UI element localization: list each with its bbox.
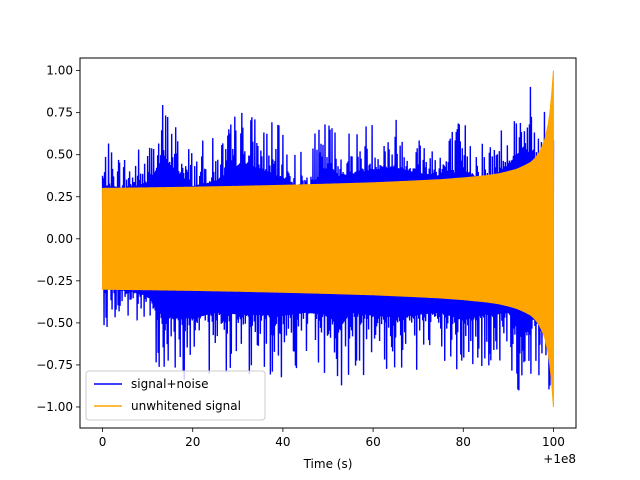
y-tick-label: −1.00: [36, 400, 73, 414]
series-layer: [101, 70, 555, 408]
x-tick-label: 40: [275, 435, 290, 449]
y-tick-label: 0.75: [46, 106, 73, 120]
legend-label-signal-noise: signal+noise: [131, 377, 208, 391]
x-axis: 0 20 40 60 80 100: [99, 428, 565, 449]
y-tick-label: 0.25: [46, 190, 73, 204]
y-tick-label: 0.50: [46, 148, 73, 162]
y-tick-label: −0.50: [36, 316, 73, 330]
x-tick-label: 100: [542, 435, 565, 449]
x-tick-label: 20: [185, 435, 200, 449]
y-tick-label: 1.00: [46, 64, 73, 78]
x-tick-label: 80: [456, 435, 471, 449]
legend: signal+noise unwhitened signal: [85, 370, 266, 421]
y-tick-label: −0.25: [36, 274, 73, 288]
y-tick-label: 0.00: [46, 232, 73, 246]
y-tick-label: −0.75: [36, 358, 73, 372]
x-tick-label: 0: [99, 435, 107, 449]
x-axis-offset-label: +1e8: [543, 452, 576, 466]
legend-frame: [85, 370, 266, 421]
legend-label-unwhitened-signal: unwhitened signal: [131, 399, 241, 413]
series-area-unwhitened-signal: [102, 70, 554, 408]
x-axis-label: Time (s): [303, 457, 353, 471]
x-tick-label: 60: [365, 435, 380, 449]
y-axis: −1.00 −0.75 −0.50 −0.25 0.00 0.25 0.50 0.75 1.00: [36, 64, 80, 414]
plot-frame: [79, 57, 577, 429]
series-line-signal-noise: [101, 86, 555, 391]
